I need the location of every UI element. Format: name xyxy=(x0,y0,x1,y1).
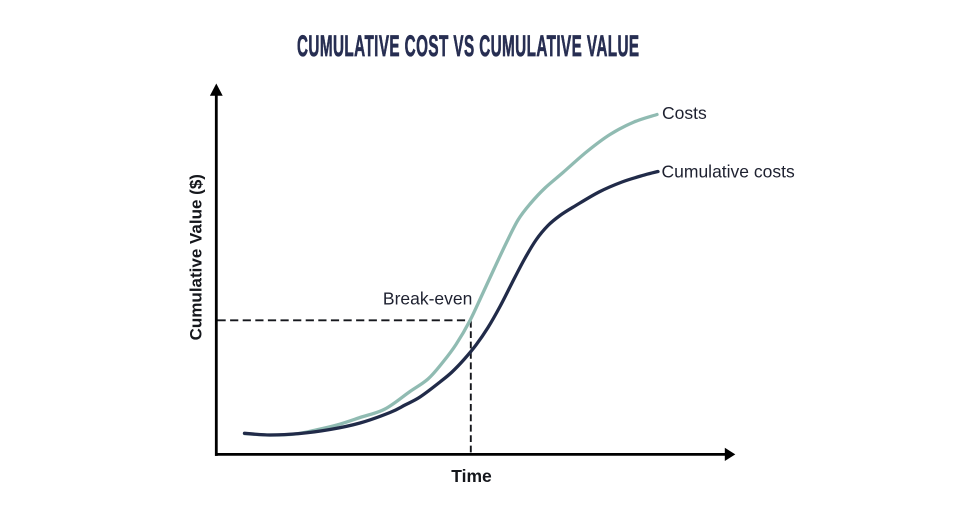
svg-text:Cumulative costs: Cumulative costs xyxy=(662,161,795,181)
svg-text:Cumulative Value ($): Cumulative Value ($) xyxy=(186,174,205,340)
svg-text:CUMULATIVE COST VS CUMULATIVE: CUMULATIVE COST VS CUMULATIVE VALUE xyxy=(297,30,640,63)
svg-text:Break-even: Break-even xyxy=(383,289,473,309)
svg-text:Costs: Costs xyxy=(662,103,707,123)
svg-text:Time: Time xyxy=(451,466,492,486)
